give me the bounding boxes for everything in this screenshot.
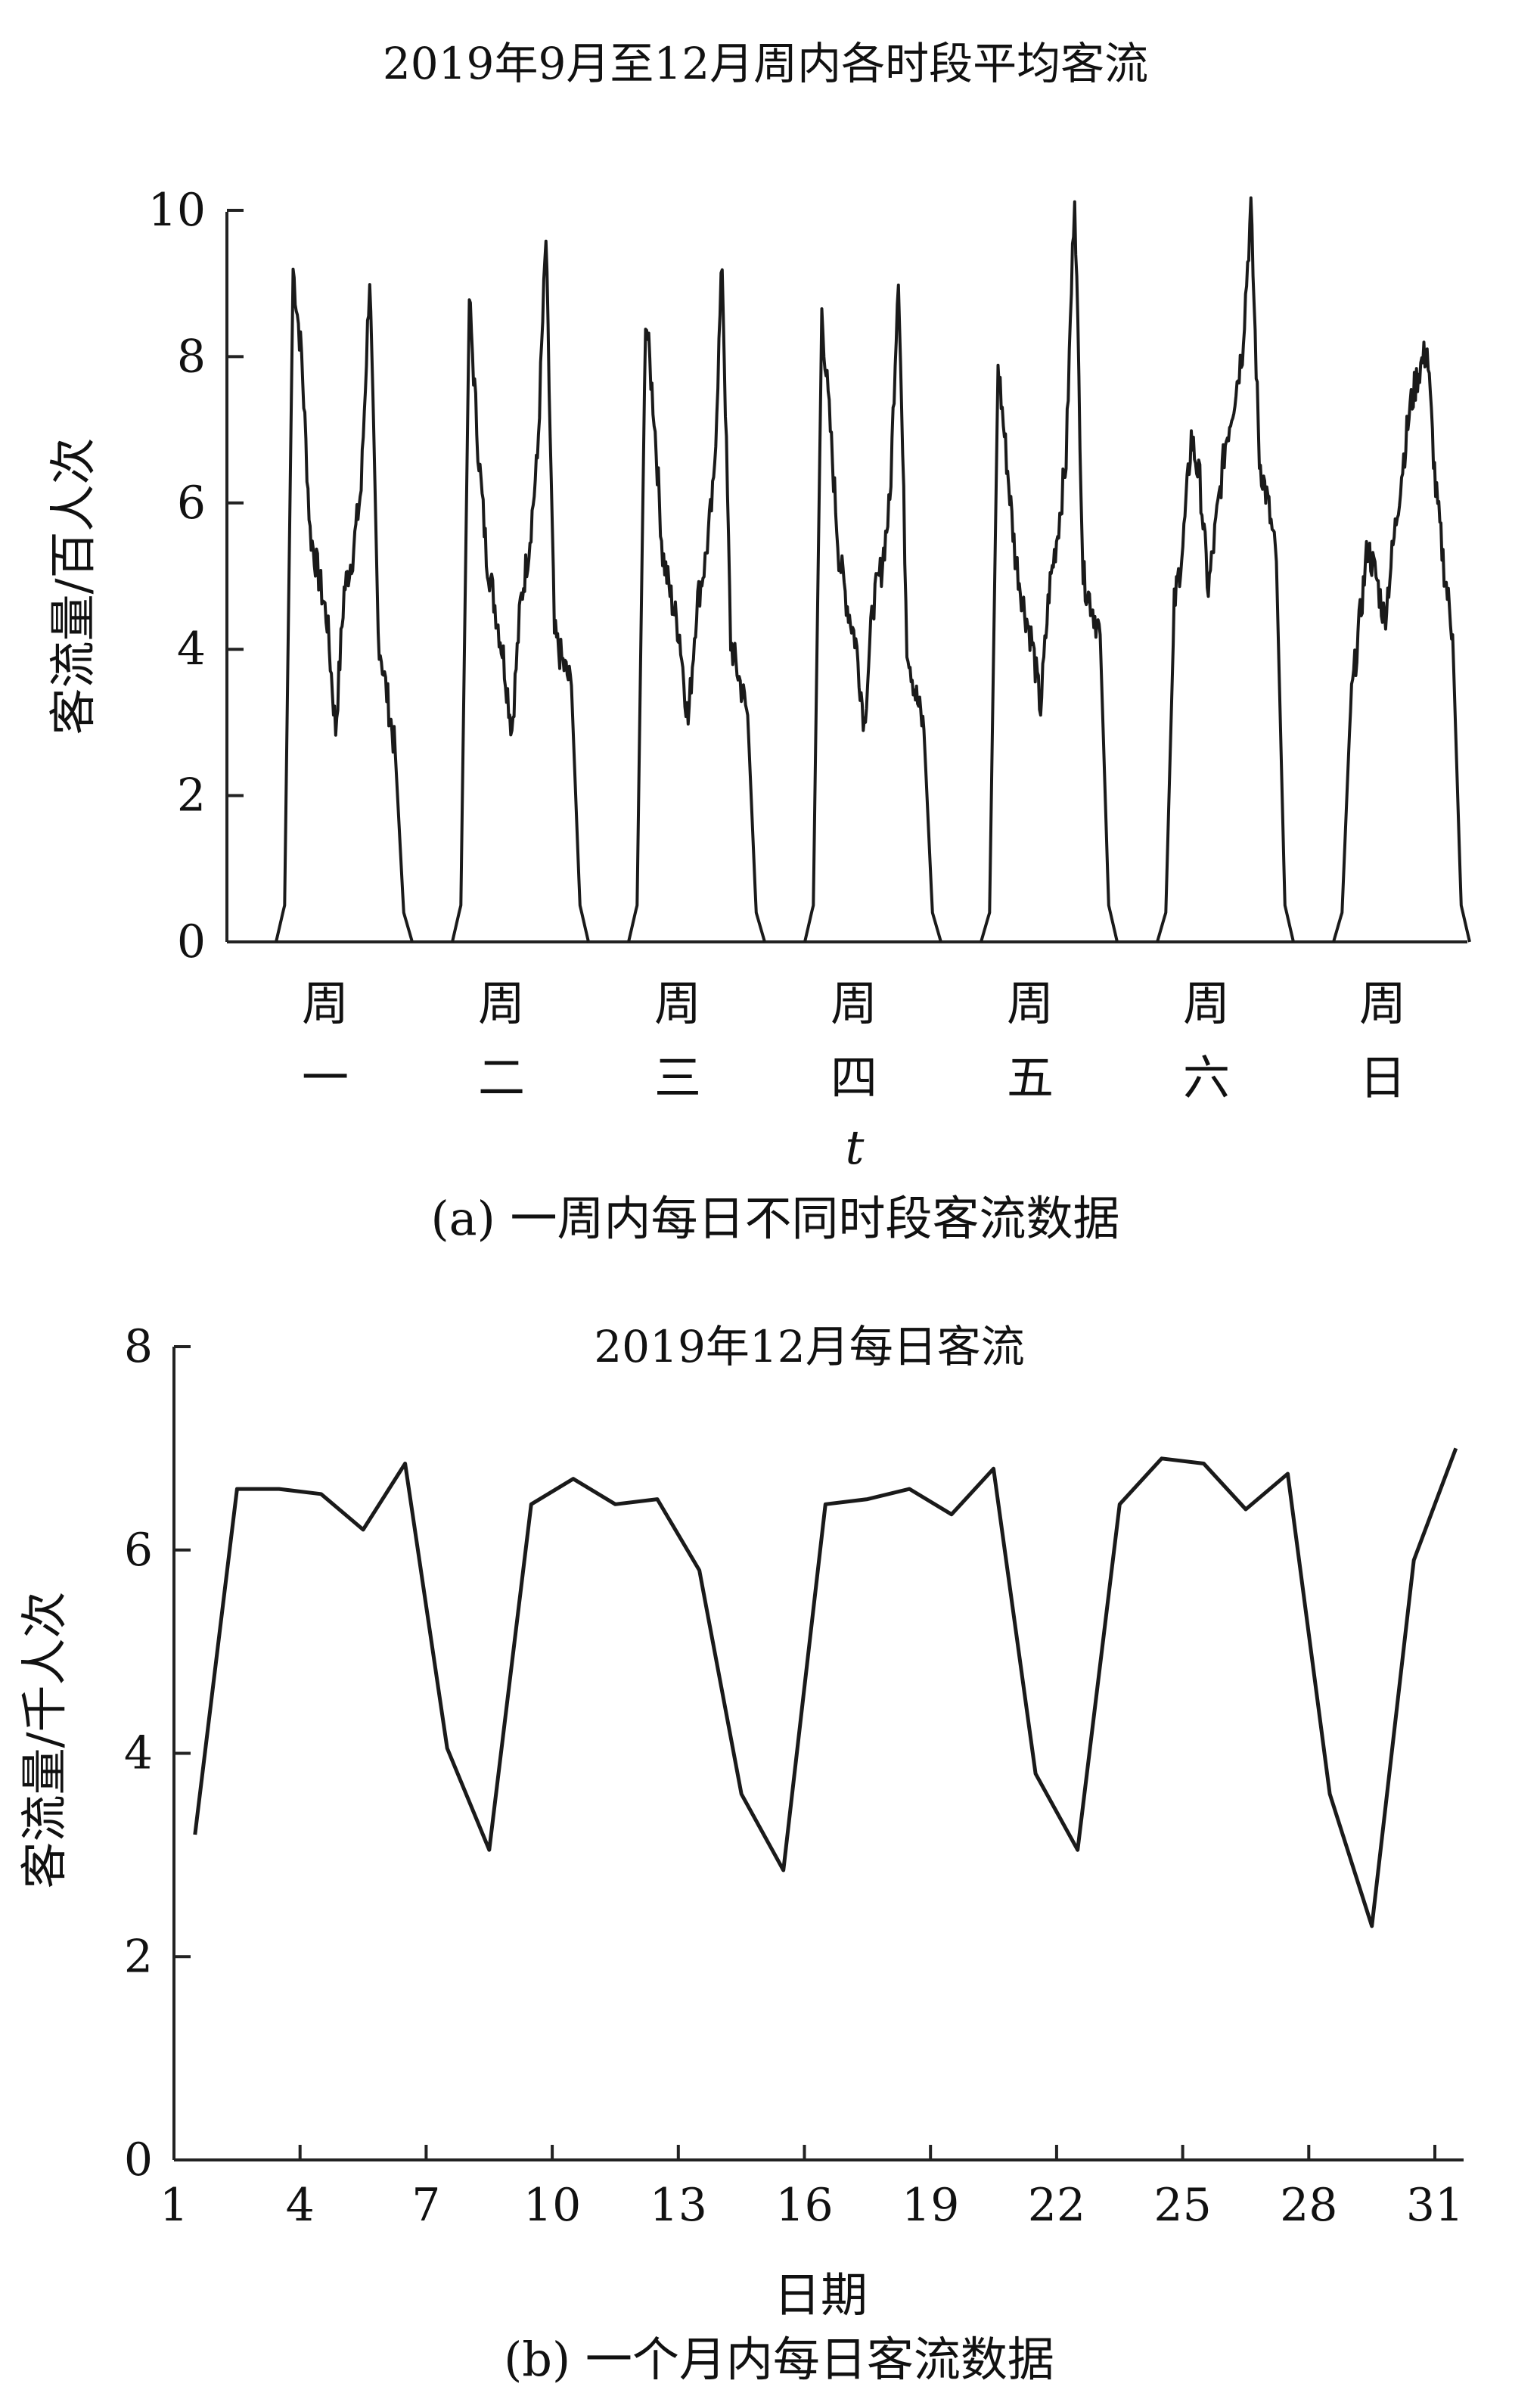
chart-a-y-tick-label: 10 <box>148 184 206 237</box>
chart-b-x-tick-label: 19 <box>902 2179 959 2232</box>
chart-b-x-tick-label: 31 <box>1406 2179 1464 2232</box>
chart-b-x-tick-label: 25 <box>1153 2179 1211 2232</box>
chart-a-y-tick-label: 6 <box>177 477 206 530</box>
chart-a-series-line <box>1332 340 1471 943</box>
chart-b-series <box>193 1447 1458 1928</box>
chart-a-category-label-bottom: 四 <box>831 1050 877 1105</box>
chart-a-series-line <box>275 267 414 943</box>
chart-a-y-tick-label: 0 <box>177 915 206 968</box>
chart-b-x-tick-label: 10 <box>523 2179 581 2232</box>
chart-b-y-ticks: 0 2 4 6 8 <box>124 1320 191 2186</box>
chart-b-y-tick-label: 8 <box>124 1320 153 1373</box>
chart-a-category-label-top: 周 <box>1007 976 1054 1031</box>
chart-a-category-label-top: 周 <box>654 976 701 1031</box>
chart-a-x-axis-label: t <box>846 1120 865 1175</box>
chart-a-series-line <box>627 268 766 943</box>
chart-b-y-axis-label: 客流量/千人次 <box>17 1592 72 1889</box>
chart-a-series-line <box>451 239 590 943</box>
chart-b-y-tick-label: 0 <box>124 2133 153 2186</box>
chart-a-series-line <box>1156 196 1295 943</box>
chart-a-category-label-top: 周 <box>302 976 349 1031</box>
chart-b-x-axis-label: 日期 <box>774 2267 868 2323</box>
chart-a-category-label-top: 周 <box>1183 976 1230 1031</box>
chart-b-y-tick-label: 2 <box>124 1930 153 1983</box>
chart-a-y-tick-label: 2 <box>177 769 206 822</box>
chart-a-category-label-top: 周 <box>478 976 525 1031</box>
chart-a-y-ticks: 0 2 4 6 8 10 <box>148 184 244 968</box>
chart-b-x-tick-label: 16 <box>775 2179 833 2232</box>
chart-a-category-label-bottom: 三 <box>654 1050 701 1105</box>
chart-a-series-line <box>980 200 1119 943</box>
chart-a-category-label-top: 周 <box>1359 976 1406 1031</box>
chart-b-x-tick-label: 1 <box>160 2179 188 2232</box>
chart-a-category-label-bottom: 六 <box>1183 1050 1230 1105</box>
chart-b-x-tick-label: 7 <box>411 2179 440 2232</box>
chart-b-x-tick-label: 4 <box>286 2179 315 2232</box>
chart-a-category-label-bottom: 五 <box>1007 1050 1054 1105</box>
chart-b-title: 2019年12月每日客流 <box>594 1321 1024 1372</box>
chart-b-y-tick-label: 4 <box>124 1727 153 1780</box>
chart-b-series-line <box>193 1447 1458 1928</box>
chart-a-y-tick-label: 4 <box>177 623 206 676</box>
chart-a-category-label-bottom: 一 <box>302 1050 349 1105</box>
chart-a-y-tick-label: 8 <box>177 330 206 383</box>
chart-a-category-label-bottom: 二 <box>478 1050 525 1105</box>
chart-b-x-tick-label: 22 <box>1028 2179 1085 2232</box>
chart-a-category-label-bottom: 日 <box>1359 1050 1406 1105</box>
chart-a-title: 2019年9月至12月周内各时段平均客流 <box>383 38 1148 89</box>
chart-a-category-label-top: 周 <box>831 976 877 1031</box>
chart-b-y-tick-label: 6 <box>124 1524 153 1577</box>
chart-a-caption: (a) 一周内每日不同时段客流数据 <box>430 1191 1119 1246</box>
chart-b-x-ticks: 1 4 7 10 13 16 19 22 25 28 31 <box>160 2145 1464 2232</box>
chart-b-x-tick-label: 13 <box>650 2179 707 2232</box>
chart-a-series-line <box>803 283 942 943</box>
chart-b: 2019年12月每日客流 客流量/千人次 0 2 4 6 8 1 4 7 10 13 16 19 22… <box>17 1320 1464 2387</box>
chart-a-series <box>275 196 1471 943</box>
chart-a-y-axis-label: 客流量/百人次 <box>45 438 101 735</box>
chart-b-caption: (b) 一个月内每日客流数据 <box>504 2332 1054 2387</box>
chart-b-x-tick-label: 28 <box>1280 2179 1337 2232</box>
